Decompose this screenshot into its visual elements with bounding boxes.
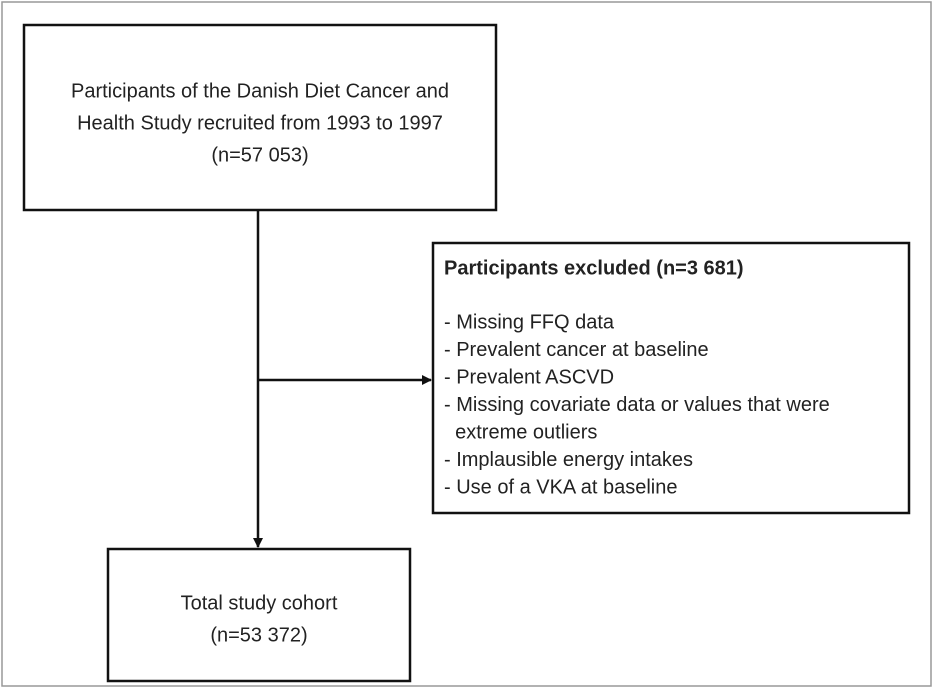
exclusion-item: - Use of a VKA at baseline (444, 476, 677, 498)
exclusion-item: - Implausible energy intakes (444, 449, 693, 471)
exclusion-title: Participants excluded (n=3 681) (444, 257, 744, 279)
bottom-box (106, 547, 412, 683)
exclusion-item: - Prevalent ASCVD (444, 366, 614, 388)
bottom-box-text: Total study cohort (181, 592, 338, 614)
top-box-text: Participants of the Danish Diet Cancer a… (71, 80, 449, 102)
top-box-text: (n=57 053) (211, 144, 308, 166)
exclusion-item: - Prevalent cancer at baseline (444, 339, 709, 361)
exclusion-item: - Missing covariate data or values that … (444, 394, 830, 416)
exclusion-item: - Missing FFQ data (444, 311, 615, 333)
bottom-box-text: (n=53 372) (210, 624, 307, 646)
exclusion-box (431, 241, 911, 515)
exclusion-item: extreme outliers (444, 421, 597, 443)
top-box-text: Health Study recruited from 1993 to 1997 (77, 112, 443, 134)
top-box (22, 23, 498, 212)
